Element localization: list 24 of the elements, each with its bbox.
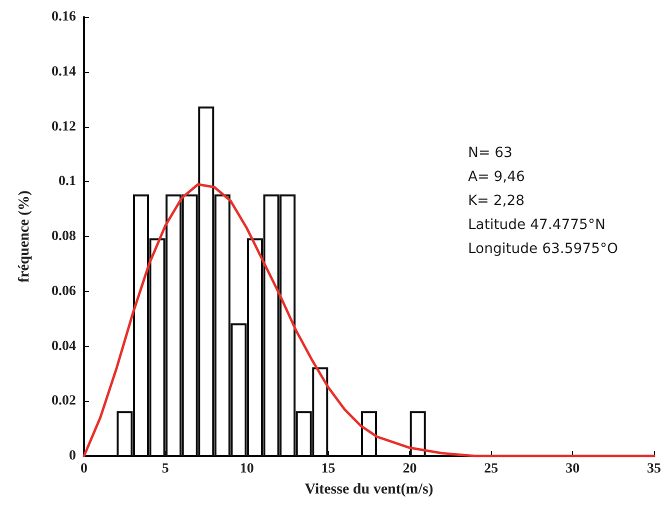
- x-tick-label: 35: [647, 462, 661, 476]
- y-tick-label: 0.06: [52, 284, 76, 299]
- y-tick-label: 0.02: [52, 394, 76, 409]
- y-tick-label: 0.1: [58, 174, 76, 190]
- annotation: K= 2,28: [468, 193, 525, 209]
- x-tick-label: 5: [162, 462, 169, 476]
- x-tick-label: 15: [321, 462, 336, 476]
- x-tick-label: 30: [566, 462, 580, 476]
- y-axis-title: fréquence (%): [16, 190, 32, 283]
- annotation: N= 63: [468, 145, 512, 161]
- x-tick-label: 10: [240, 462, 254, 476]
- annotation: A= 9,46: [468, 169, 526, 185]
- annotation: Latitude 47.4775°N: [468, 217, 606, 233]
- x-axis-title: Vitesse du vent(m/s): [304, 482, 434, 498]
- y-tick-label: 0.16: [52, 10, 76, 24]
- y-tick-label: 0.12: [52, 119, 76, 134]
- annotation: Longitude 63.5975°O: [468, 241, 618, 257]
- y-tick-label: 0.14: [52, 64, 76, 80]
- y-tick-label: 0.08: [52, 229, 76, 244]
- y-tick-label: 0: [69, 448, 76, 464]
- y-tick-label: 0.04: [52, 338, 76, 354]
- x-tick-label: 25: [484, 462, 498, 476]
- x-tick-label: 0: [80, 462, 88, 476]
- x-tick-label: 20: [402, 462, 417, 476]
